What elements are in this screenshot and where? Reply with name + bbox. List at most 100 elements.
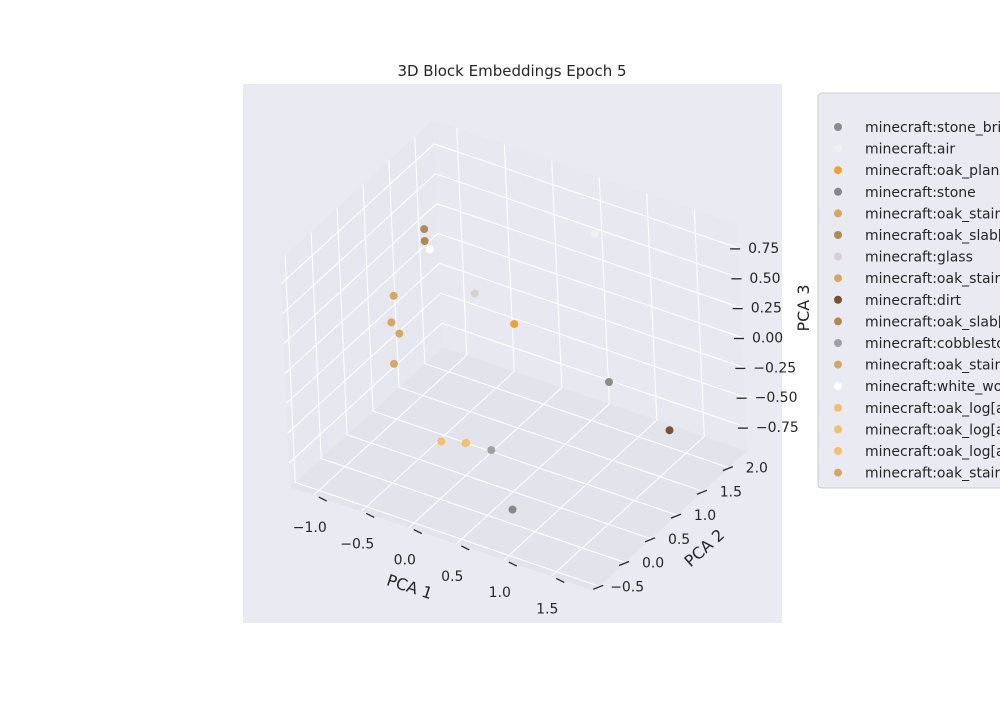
data-point — [437, 437, 446, 446]
grid-lines — [280, 128, 747, 587]
y-grid-floor — [372, 410, 678, 516]
data-point — [425, 245, 434, 254]
legend-marker — [834, 166, 842, 175]
legend-label: minecraft:air — [865, 142, 955, 158]
z-grid-back — [439, 262, 744, 368]
z-tick-label: 0.25 — [751, 301, 782, 317]
legend: minecraft:stone_bric minecraft:air minecra… — [817, 92, 1000, 489]
x-tick-label: 1.0 — [489, 585, 511, 601]
legend-marker — [834, 403, 842, 412]
x-tick-label: 0.5 — [441, 569, 463, 585]
y-tick-label: 1.0 — [694, 508, 716, 524]
legend-marker — [834, 295, 842, 304]
z-grid-back — [441, 322, 747, 428]
y-tick — [644, 537, 656, 543]
legend-marker — [834, 360, 842, 369]
data-point — [487, 446, 496, 455]
legend-label: minecraft:oak_stairs — [865, 271, 1000, 287]
data-point — [420, 225, 429, 234]
z-grid-left — [282, 173, 436, 315]
z-grid-back — [433, 143, 739, 249]
y-tick-label: 0.5 — [668, 532, 690, 548]
data-point — [665, 426, 674, 435]
x-tick-label: 0.0 — [394, 553, 416, 569]
data-point — [590, 229, 599, 238]
x-tick — [508, 561, 518, 567]
y-tick-label: 2.0 — [746, 461, 768, 477]
z-grid-back — [440, 292, 745, 398]
legend-marker — [834, 252, 842, 261]
y-tick-label: −0.5 — [610, 579, 644, 595]
z-grid-left — [288, 322, 443, 464]
data-point — [389, 291, 398, 300]
legend-marker — [834, 382, 842, 391]
legend-box — [817, 92, 1000, 489]
legend-label: minecraft:stone_bric — [865, 120, 1000, 136]
y-tick — [696, 489, 708, 495]
z-grid-left — [287, 292, 441, 434]
z-tick-label: −0.25 — [753, 360, 796, 376]
legend-label: minecraft:oak_stairs — [865, 206, 1000, 222]
x-tick-label: −0.5 — [340, 536, 374, 552]
data-point — [510, 320, 519, 328]
y-tick — [618, 560, 630, 567]
legend-marker — [834, 339, 842, 347]
data-point — [420, 237, 429, 245]
y-tick-label: 0.0 — [642, 556, 664, 572]
legend-marker — [834, 144, 842, 153]
z-grid-back — [436, 203, 741, 309]
z-grid-left — [283, 203, 438, 344]
data-point — [390, 359, 398, 368]
y-grid-floor — [295, 481, 600, 587]
x-tick — [461, 545, 470, 551]
legend-label: minecraft:oak_log[a: — [865, 444, 1000, 460]
z-tick-label: −0.75 — [756, 420, 799, 436]
z-tick-label: −0.50 — [755, 390, 798, 406]
y-grid-floor — [398, 386, 704, 492]
z-grid-left — [285, 263, 440, 404]
z-grid-left — [280, 143, 435, 285]
data-points — [387, 225, 674, 514]
x-grid-floor — [408, 387, 563, 528]
legend-label: minecraft:oak_slab[t — [865, 314, 1000, 330]
x-grid-floor — [550, 436, 705, 577]
legend-label: minecraft:stone — [865, 185, 976, 201]
z-grid-left — [284, 233, 439, 374]
data-point — [461, 439, 470, 448]
y-grid-floor — [320, 458, 626, 563]
legend-label: minecraft:oak_slab[t — [865, 228, 1000, 244]
legend-marker — [834, 123, 842, 131]
legend-marker — [834, 209, 842, 218]
legend-label: minecraft:oak_plank — [865, 163, 1000, 179]
legend-label: minecraft:cobblestor — [865, 336, 1000, 352]
chart-title: 3D Block Embeddings Epoch 5 — [397, 62, 626, 80]
data-point — [605, 378, 613, 386]
legend-label: minecraft:white_woc — [865, 379, 1000, 395]
y-tick — [592, 584, 604, 590]
legend-marker — [834, 274, 842, 283]
y-grid-floor — [424, 363, 729, 469]
y-tick — [722, 465, 734, 472]
z-axis-label: PCA 3 — [794, 284, 813, 331]
x-grid-floor — [313, 354, 468, 496]
x-tick-label: −1.0 — [293, 520, 327, 536]
x-tick-label: 1.5 — [536, 601, 558, 617]
z-tick-label: 0.75 — [748, 241, 779, 257]
legend-label: minecraft:oak_stairs — [865, 466, 1000, 482]
data-point — [470, 289, 479, 298]
y-tick — [670, 513, 682, 519]
legend-label: minecraft:dirt — [865, 293, 961, 309]
legend-marker — [834, 187, 842, 196]
z-tick-label: 0.00 — [752, 331, 783, 347]
legend-marker — [834, 447, 842, 455]
legend-marker — [834, 468, 842, 477]
legend-label: minecraft:oak_log[a: — [865, 401, 1000, 417]
data-point — [508, 505, 517, 514]
x-tick — [318, 496, 328, 502]
y-grid-floor — [346, 434, 652, 540]
legend-label: minecraft:glass — [865, 250, 973, 266]
z-grid-back — [435, 173, 740, 279]
legend-marker — [834, 317, 842, 326]
